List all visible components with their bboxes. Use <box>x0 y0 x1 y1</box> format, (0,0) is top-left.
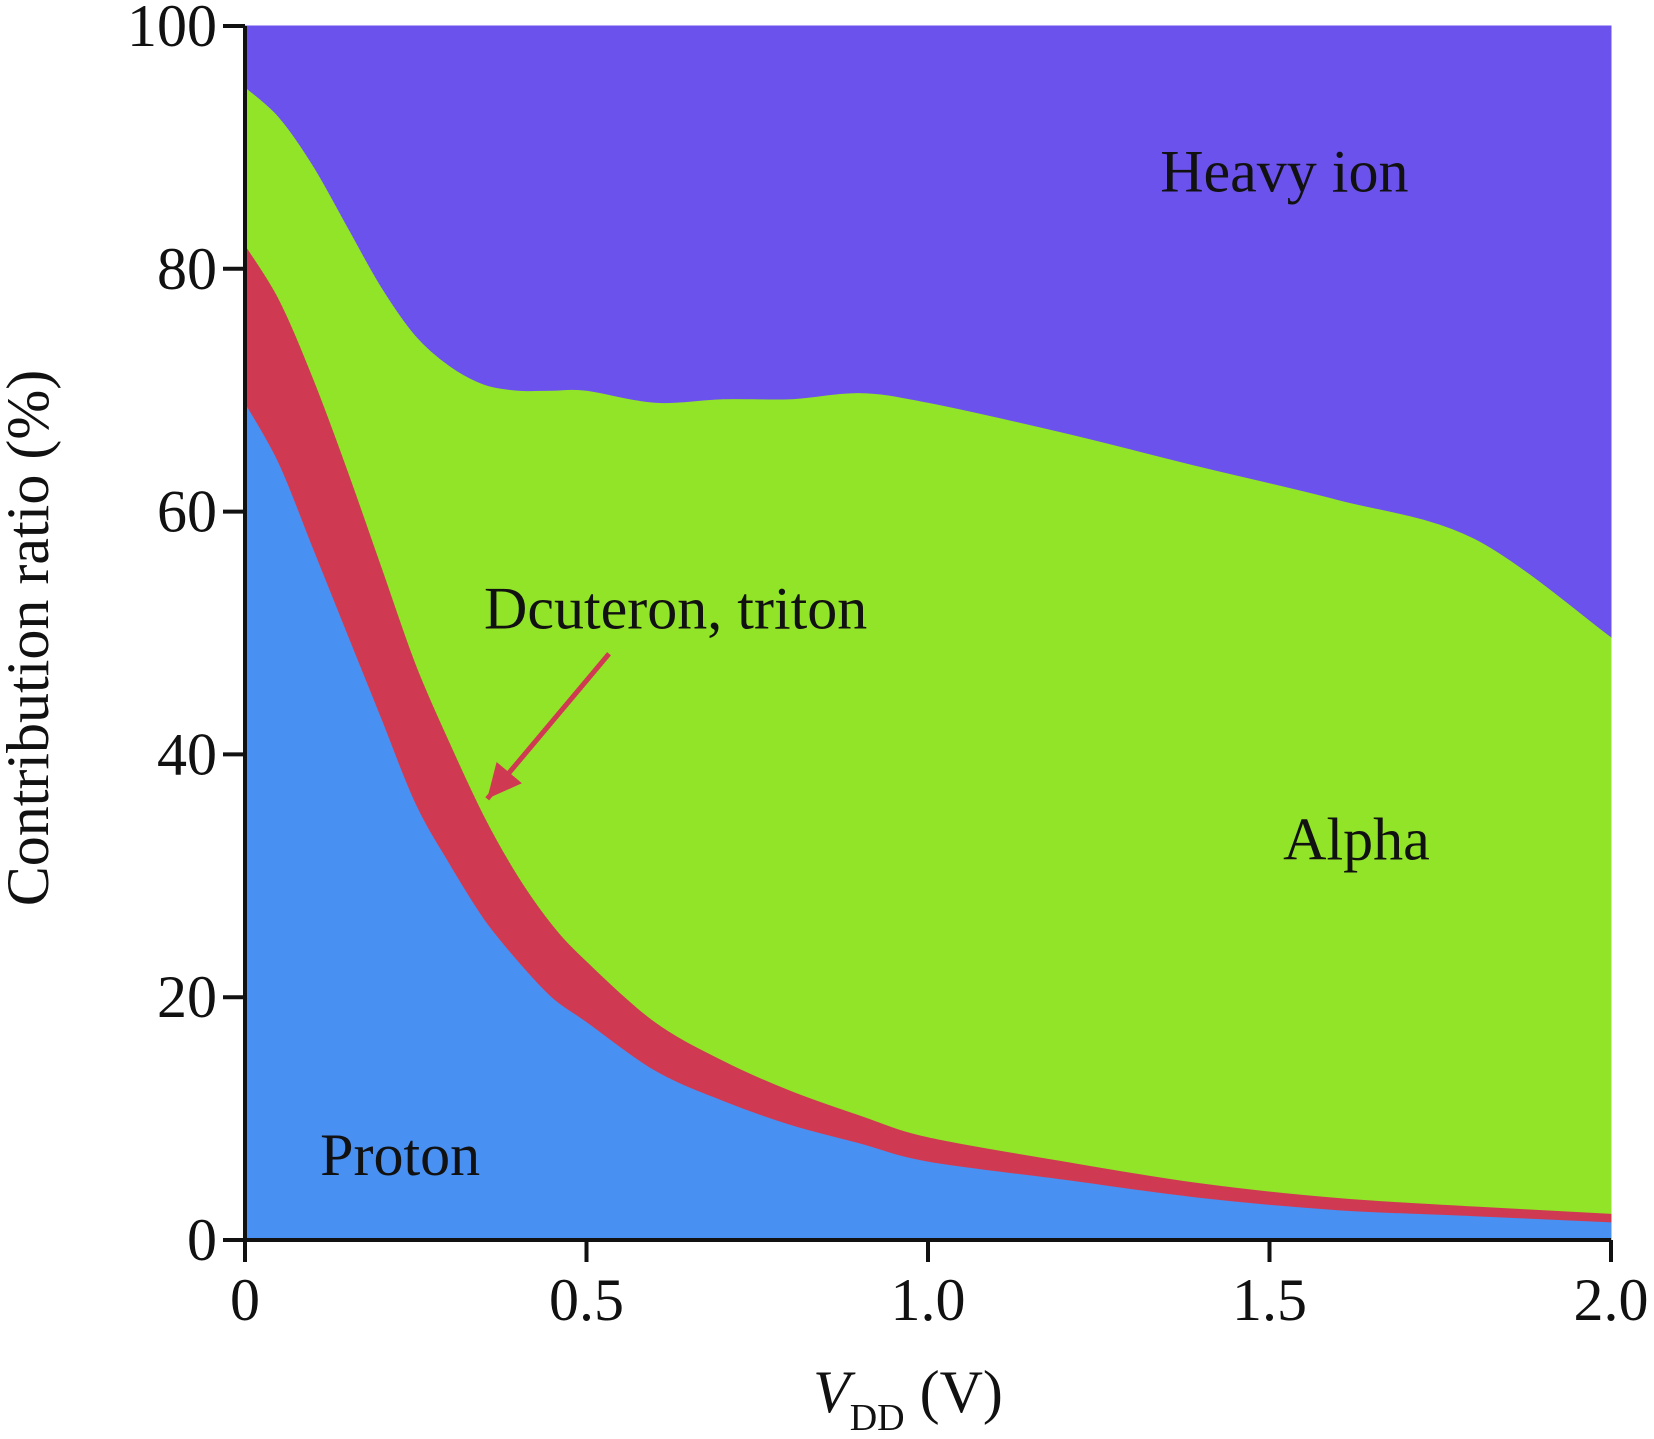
y-tick-label: 60 <box>157 479 217 545</box>
region-label-dcuteron-triton: Dcuteron, triton <box>484 576 867 642</box>
x-axis-label-subscript: DD <box>850 1397 905 1439</box>
y-tick-label: 40 <box>157 721 217 787</box>
x-axis-label-variable: V <box>813 1359 856 1425</box>
y-axis-label: Contribution ratio (%) <box>0 370 61 907</box>
annotations: Heavy ion Alpha Proton Dcuteron, triton <box>320 139 1430 1188</box>
x-axis-label-unit: (V) <box>905 1359 1003 1425</box>
x-tick-label: 0.5 <box>549 1267 624 1333</box>
x-tick-label: 0 <box>230 1267 260 1333</box>
x-tick-label: 2.0 <box>1574 1267 1649 1333</box>
x-tick-label: 1.5 <box>1232 1267 1307 1333</box>
y-tick-label: 100 <box>127 0 217 59</box>
y-tick-label: 0 <box>187 1207 217 1273</box>
y-tick-label: 20 <box>157 964 217 1030</box>
region-label-alpha: Alpha <box>1283 806 1430 872</box>
region-label-heavy-ion: Heavy ion <box>1160 139 1408 205</box>
x-tick-label: 1.0 <box>891 1267 966 1333</box>
axes <box>223 26 1611 1262</box>
area-layers <box>244 25 1612 1241</box>
annotation-arrow-head <box>487 762 522 799</box>
region-label-proton: Proton <box>320 1122 480 1188</box>
ticks: 0 20 40 60 80 100 0 0.5 1.0 1.5 2.0 <box>127 0 1649 1333</box>
area-heavy-ion <box>244 25 1612 638</box>
y-tick-label: 80 <box>157 236 217 302</box>
x-axis-label: VDD (V) <box>813 1359 1003 1439</box>
